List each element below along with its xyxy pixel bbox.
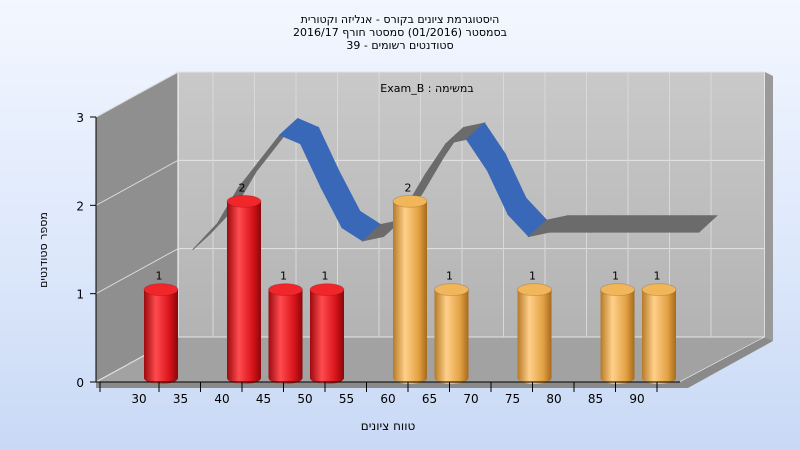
bar-top	[517, 283, 552, 297]
x-tick-label: 80	[546, 392, 561, 406]
y-tick-label: 0	[76, 376, 84, 390]
bar-body	[642, 289, 676, 384]
bar-value-label: 2	[405, 181, 412, 194]
y-tick-label: 2	[76, 199, 84, 213]
grid-line-y-left	[95, 71, 179, 118]
chart-subtitle: במשימה : Exam_B	[380, 82, 473, 95]
y-tick-label: 3	[76, 111, 84, 125]
histogram-bar: 2	[226, 181, 262, 384]
y-tick-label: 1	[76, 288, 84, 302]
bar-top	[392, 194, 428, 208]
bar-body	[310, 289, 344, 384]
bar-value-label: 1	[446, 270, 453, 283]
grid-line-y-left	[95, 159, 179, 206]
bar-top	[309, 283, 345, 297]
bar-value-label: 1	[280, 270, 287, 283]
histogram-bar: 2	[392, 181, 428, 384]
bar-top	[434, 283, 469, 297]
bar-top	[268, 283, 303, 297]
bar-top	[641, 283, 677, 297]
grid-line-y-left	[95, 248, 179, 295]
histogram-bar: 1	[641, 270, 677, 384]
bar-body	[434, 289, 469, 384]
bar-body	[517, 289, 552, 384]
bar-value-label: 1	[156, 270, 163, 283]
plot-right-shadow	[765, 72, 773, 341]
x-tick-label: 65	[422, 392, 437, 406]
chart-title-line-1: היסטוגרמת ציונים בקורס - אנליזה וקטורית	[300, 13, 500, 26]
histogram-bar: 1	[600, 270, 635, 384]
bar-body	[393, 201, 427, 384]
x-tick-label: 60	[380, 392, 395, 406]
x-tick-label: 70	[463, 392, 478, 406]
bar-value-label: 2	[239, 181, 246, 194]
x-tick-label: 35	[173, 392, 188, 406]
bar-top	[600, 283, 635, 297]
bar-value-label: 1	[654, 270, 661, 283]
x-tick-label: 40	[214, 392, 229, 406]
histogram-bar: 1	[143, 270, 179, 384]
axes: 0 1 2 3 30 35 40 45 50 55 60 65 70 75 80 85 90	[76, 111, 680, 406]
histogram-bar: 1	[517, 270, 552, 384]
bar-top	[143, 283, 179, 297]
histogram-bar: 1	[309, 270, 345, 384]
x-tick-label: 55	[339, 392, 354, 406]
y-axis-label: מספר סטודנטים	[37, 212, 50, 288]
bar-body	[144, 289, 178, 384]
plot-back-wall	[177, 71, 766, 338]
x-tick-label: 90	[629, 392, 644, 406]
x-tick-label: 75	[505, 392, 520, 406]
histogram-bar: 1	[434, 270, 469, 384]
x-axis-label: טווח ציונים	[361, 419, 416, 433]
bar-value-label: 1	[612, 270, 619, 283]
bar-value-label: 1	[529, 270, 536, 283]
bar-value-label: 1	[322, 270, 329, 283]
x-tick-label: 45	[256, 392, 271, 406]
x-tick-label: 50	[297, 392, 312, 406]
chart-title-line-2: בסמסטר (01/2016) סמסטר חורף 2016/17	[293, 26, 507, 39]
bar-top	[226, 194, 262, 208]
bar-body	[600, 289, 635, 384]
trend-curve-segment	[672, 215, 718, 233]
chart-title-line-3: סטודנטים רשומים - 39	[346, 39, 454, 52]
histogram-bar: 1	[268, 270, 303, 384]
x-tick-label: 30	[131, 392, 146, 406]
x-tick-label: 85	[588, 392, 603, 406]
bar-series: 1 2 1 1 2 1 1 1 1	[143, 181, 677, 384]
bar-body	[227, 201, 261, 384]
bar-body	[268, 289, 303, 384]
